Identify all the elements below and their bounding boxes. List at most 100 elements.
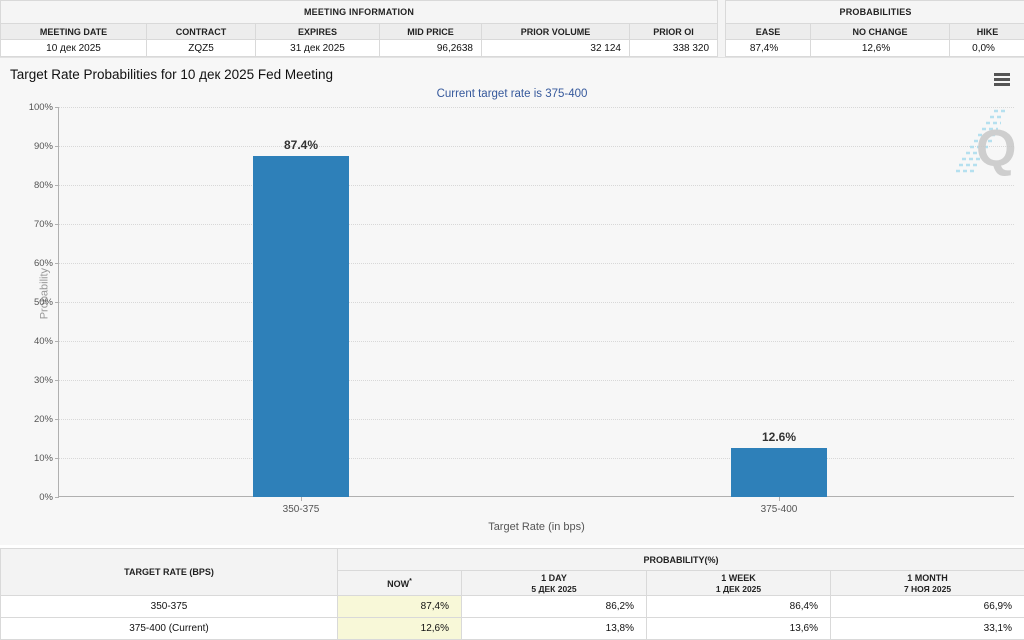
y-tick-mark	[55, 302, 59, 303]
one-day-probability-cell: 13,8%	[462, 618, 647, 640]
ease-value: 87,4%	[726, 40, 811, 57]
mid-price-header: MID PRICE	[380, 24, 482, 40]
no-change-value: 12,6%	[811, 40, 950, 57]
x-tick-mark	[779, 497, 780, 501]
plot-area: Probability 0%10%20%30%40%50%60%70%80%90…	[58, 107, 1014, 497]
chart-subtitle: Current target rate is 375-400	[0, 88, 1024, 100]
y-tick-label: 80%	[9, 180, 53, 191]
mid-price-value: 96,2638	[380, 40, 482, 57]
one-month-probability-cell: 66,9%	[831, 596, 1024, 618]
rate-cell: 375-400 (Current)	[1, 618, 338, 640]
y-tick-mark	[55, 380, 59, 381]
contract-value: ZQZ5	[147, 40, 256, 57]
probabilities-table: PROBABILITIES EASE NO CHANGE HIKE 87,4% …	[725, 0, 1024, 57]
y-tick-mark	[55, 224, 59, 225]
prior-oi-header: PRIOR OI	[630, 24, 718, 40]
ease-header: EASE	[726, 24, 811, 40]
hamburger-menu-icon	[994, 78, 1010, 81]
chart-panel: Target Rate Probabilities for 10 дек 202…	[0, 57, 1024, 545]
gridline	[59, 263, 1014, 264]
hike-header: HIKE	[950, 24, 1024, 40]
hike-value: 0,0%	[950, 40, 1024, 57]
now-column-header: NOW*	[338, 571, 462, 596]
prior-volume-header: PRIOR VOLUME	[482, 24, 630, 40]
y-tick-label: 90%	[9, 141, 53, 152]
one-week-probability-cell: 13,6%	[647, 618, 831, 640]
gridline	[59, 380, 1014, 381]
no-change-header: NO CHANGE	[811, 24, 950, 40]
y-tick-mark	[55, 185, 59, 186]
y-tick-label: 30%	[9, 375, 53, 386]
y-tick-mark	[55, 146, 59, 147]
x-tick-label: 350-375	[241, 504, 361, 515]
one-day-label: 1 DAY	[541, 573, 567, 583]
meeting-information-table: MEETING INFORMATION MEETING DATE CONTRAC…	[0, 0, 718, 57]
y-tick-label: 40%	[9, 336, 53, 347]
meeting-date-header: MEETING DATE	[1, 24, 147, 40]
one-day-column-header: 1 DAY 5 ДЕК 2025	[462, 571, 647, 596]
gridline	[59, 224, 1014, 225]
chart-menu-button[interactable]	[994, 71, 1012, 87]
now-label: NOW	[387, 579, 409, 589]
target-rate-bps-header: TARGET RATE (BPS)	[1, 549, 338, 596]
probability-history-panel: TARGET RATE (BPS) PROBABILITY(%) NOW* 1 …	[0, 545, 1024, 640]
now-probability-cell: 12,6%	[338, 618, 462, 640]
y-tick-label: 20%	[9, 414, 53, 425]
y-tick-mark	[55, 497, 59, 498]
y-tick-mark	[55, 341, 59, 342]
probability-history-table: TARGET RATE (BPS) PROBABILITY(%) NOW* 1 …	[0, 548, 1024, 640]
one-week-date: 1 ДЕК 2025	[647, 584, 830, 594]
y-tick-label: 10%	[9, 453, 53, 464]
table-row: 350-375 87,4% 86,2% 86,4% 66,9%	[1, 596, 1024, 618]
y-axis-label: Probability	[39, 267, 51, 318]
prior-volume-value: 32 124	[482, 40, 630, 57]
one-month-label: 1 MONTH	[907, 573, 948, 583]
gridline	[59, 107, 1014, 108]
y-tick-label: 100%	[9, 102, 53, 113]
svg-text:Q: Q	[976, 120, 1016, 178]
contract-header: CONTRACT	[147, 24, 256, 40]
y-tick-mark	[55, 263, 59, 264]
gridline	[59, 146, 1014, 147]
y-tick-mark	[55, 419, 59, 420]
x-tick-mark	[301, 497, 302, 501]
hamburger-menu-icon	[994, 73, 1010, 76]
one-week-label: 1 WEEK	[721, 573, 756, 583]
meeting-information-title: MEETING INFORMATION	[1, 1, 718, 24]
now-probability-cell: 87,4%	[338, 596, 462, 618]
one-day-date: 5 ДЕК 2025	[462, 584, 646, 594]
expires-header: EXPIRES	[256, 24, 380, 40]
x-tick-label: 375-400	[719, 504, 839, 515]
chart-title: Target Rate Probabilities for 10 дек 202…	[10, 67, 333, 82]
meeting-date-value: 10 дек 2025	[1, 40, 147, 57]
x-axis-label: Target Rate (in bps)	[59, 521, 1014, 533]
gridline	[59, 419, 1014, 420]
expires-value: 31 дек 2025	[256, 40, 380, 57]
one-week-probability-cell: 86,4%	[647, 596, 831, 618]
table-row: 375-400 (Current) 12,6% 13,8% 13,6% 33,1…	[1, 618, 1024, 640]
one-month-column-header: 1 MONTH 7 НОЯ 2025	[831, 571, 1024, 596]
gridline	[59, 185, 1014, 186]
probability-pct-group-header: PROBABILITY(%)	[338, 549, 1024, 571]
now-footnote-marker: *	[409, 578, 412, 585]
probability-bar-375-400[interactable]	[731, 448, 827, 497]
prior-oi-value: 338 320	[630, 40, 718, 57]
quikstrike-watermark-icon: Q	[954, 108, 1018, 180]
one-week-column-header: 1 WEEK 1 ДЕК 2025	[647, 571, 831, 596]
bar-value-label: 87.4%	[241, 138, 361, 152]
y-tick-label: 50%	[9, 297, 53, 308]
one-month-date: 7 НОЯ 2025	[831, 584, 1024, 594]
probability-bar-350-375[interactable]	[253, 156, 349, 497]
rate-cell: 350-375	[1, 596, 338, 618]
y-tick-label: 0%	[9, 492, 53, 503]
one-month-probability-cell: 33,1%	[831, 618, 1024, 640]
top-info-strip: MEETING INFORMATION MEETING DATE CONTRAC…	[0, 0, 1024, 57]
y-tick-mark	[55, 107, 59, 108]
y-tick-mark	[55, 458, 59, 459]
y-tick-label: 60%	[9, 258, 53, 269]
probabilities-title: PROBABILITIES	[726, 1, 1024, 24]
gridline	[59, 302, 1014, 303]
gridline	[59, 341, 1014, 342]
gridline	[59, 458, 1014, 459]
hamburger-menu-icon	[994, 83, 1010, 86]
